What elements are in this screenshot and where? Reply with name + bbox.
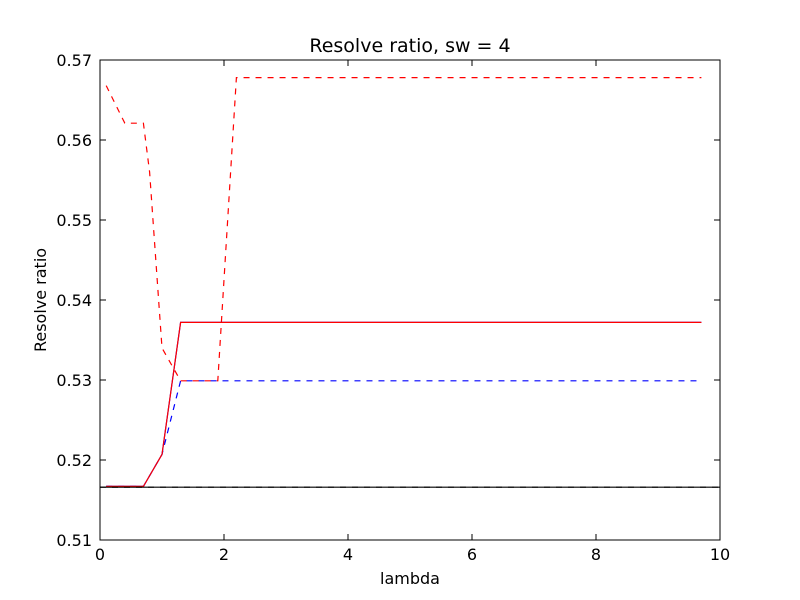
chart-title: Resolve ratio, sw = 4 [309, 35, 510, 57]
y-axis-label: Resolve ratio [31, 248, 50, 352]
y-tick-label: 0.52 [56, 451, 92, 470]
x-axis-ticks: 0 2 4 6 8 10 [95, 60, 730, 564]
plot-frame [99, 59, 721, 541]
x-tick-label: 4 [343, 545, 353, 564]
y-tick-label: 0.57 [56, 51, 92, 70]
x-tick-label: 2 [219, 545, 229, 564]
x-axis-label: lambda [380, 569, 440, 588]
series-layer [100, 76, 720, 488]
series-line-1 [106, 380, 702, 487]
y-tick-label: 0.51 [56, 531, 92, 550]
y-tick-label: 0.56 [56, 131, 92, 150]
series-line-3 [106, 321, 702, 487]
x-tick-label: 8 [591, 545, 601, 564]
series-line-4 [106, 321, 702, 487]
x-tick-label: 0 [95, 545, 105, 564]
y-tick-label: 0.53 [56, 371, 92, 390]
y-tick-label: 0.54 [56, 291, 92, 310]
x-tick-label: 6 [467, 545, 477, 564]
x-tick-label: 10 [710, 545, 730, 564]
y-axis-ticks: 0.51 0.52 0.53 0.54 0.55 0.56 0.57 [56, 51, 720, 550]
series-line-2 [105, 76, 702, 382]
y-tick-label: 0.55 [56, 211, 92, 230]
